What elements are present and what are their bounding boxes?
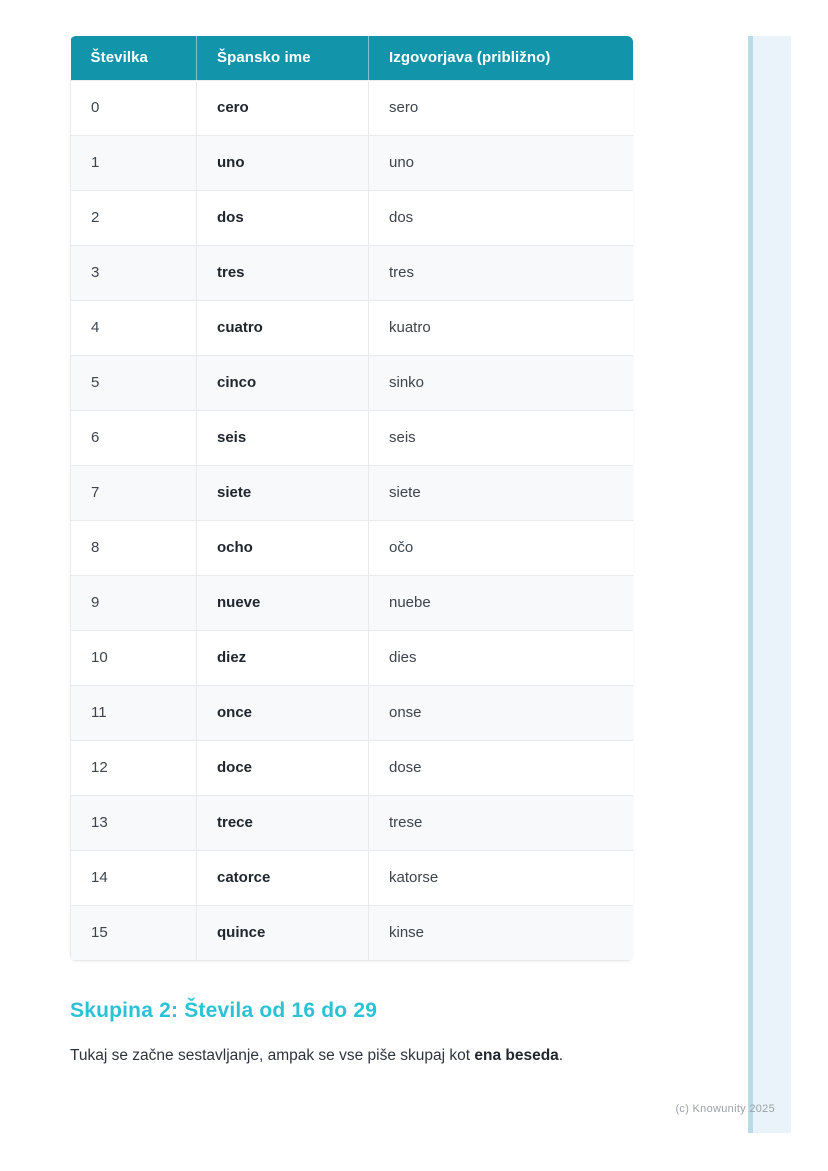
pronunciation-cell: uno [368, 134, 633, 191]
pronunciation-cell: kuatro [368, 299, 633, 356]
spanish-numbers-table: Številka Špansko ime Izgovorjava (pribli… [70, 36, 633, 961]
number-cell: 8 [70, 519, 197, 576]
pronunciation-cell: katorse [368, 849, 633, 906]
spanish-name-cell: uno [196, 134, 369, 191]
spanish-name-cell: trece [196, 794, 369, 851]
number-cell: 11 [70, 684, 197, 741]
section-heading: Skupina 2: Števila od 16 do 29 [70, 998, 378, 1022]
paragraph-text: Tukaj se začne sestavljanje, ampak se vs… [70, 1046, 475, 1064]
table-row: 2 dos dos [70, 189, 633, 246]
table-row: 1 uno uno [70, 134, 633, 191]
spanish-name-cell: once [196, 684, 369, 741]
document-page: Številka Špansko ime Izgovorjava (pribli… [70, 36, 633, 1066]
table-row: 4 cuatro kuatro [70, 299, 633, 356]
number-cell: 9 [70, 574, 197, 631]
number-cell: 6 [70, 409, 197, 466]
table-row: 0 cero sero [70, 79, 633, 136]
copyright-notice: (c) Knowunity 2025 [675, 1103, 775, 1115]
spanish-name-cell: ocho [196, 519, 369, 576]
column-header-number: Številka [70, 36, 197, 80]
number-cell: 2 [70, 189, 197, 246]
number-cell: 12 [70, 739, 197, 796]
number-cell: 14 [70, 849, 197, 906]
spanish-name-cell: catorce [196, 849, 369, 906]
table-row: 5 cinco sinko [70, 354, 633, 411]
number-cell: 4 [70, 299, 197, 356]
pronunciation-cell: kinse [368, 904, 633, 961]
pronunciation-cell: tres [368, 244, 633, 301]
pronunciation-cell: očo [368, 519, 633, 576]
section-paragraph: Tukaj se začne sestavljanje, ampak se vs… [70, 1045, 633, 1067]
table-row: 13 trece trese [70, 794, 633, 851]
pronunciation-cell: siete [368, 464, 633, 521]
spanish-name-cell: cero [196, 79, 369, 136]
pronunciation-cell: seis [368, 409, 633, 466]
table-row: 6 seis seis [70, 409, 633, 466]
page-edge-stripe [748, 36, 791, 1133]
pronunciation-cell: dos [368, 189, 633, 246]
spanish-name-cell: diez [196, 629, 369, 686]
spanish-name-cell: quince [196, 904, 369, 961]
spanish-name-cell: dos [196, 189, 369, 246]
spanish-name-cell: cinco [196, 354, 369, 411]
table-row: 10 diez dies [70, 629, 633, 686]
number-cell: 3 [70, 244, 197, 301]
pronunciation-cell: dies [368, 629, 633, 686]
number-cell: 5 [70, 354, 197, 411]
table-row: 9 nueve nuebe [70, 574, 633, 631]
table-row: 12 doce dose [70, 739, 633, 796]
table-row: 7 siete siete [70, 464, 633, 521]
spanish-name-cell: tres [196, 244, 369, 301]
stripe-edge-line [748, 36, 753, 1133]
pronunciation-cell: sinko [368, 354, 633, 411]
table-header-row: Številka Špansko ime Izgovorjava (pribli… [70, 36, 633, 80]
column-header-pronunciation: Izgovorjava (približno) [368, 36, 633, 80]
pronunciation-cell: nuebe [368, 574, 633, 631]
table-row: 15 quince kinse [70, 904, 633, 961]
number-cell: 13 [70, 794, 197, 851]
pronunciation-cell: trese [368, 794, 633, 851]
table-row: 8 ocho očo [70, 519, 633, 576]
column-header-spanish-name: Špansko ime [196, 36, 369, 80]
spanish-name-cell: doce [196, 739, 369, 796]
spanish-name-cell: seis [196, 409, 369, 466]
pronunciation-cell: sero [368, 79, 633, 136]
number-cell: 1 [70, 134, 197, 191]
numbers-table-wrapper: Številka Špansko ime Izgovorjava (pribli… [70, 36, 633, 961]
table-row: 3 tres tres [70, 244, 633, 301]
spanish-name-cell: nueve [196, 574, 369, 631]
number-cell: 7 [70, 464, 197, 521]
number-cell: 10 [70, 629, 197, 686]
spanish-name-cell: siete [196, 464, 369, 521]
number-cell: 0 [70, 79, 197, 136]
table-row: 14 catorce katorse [70, 849, 633, 906]
paragraph-period: . [558, 1046, 564, 1064]
pronunciation-cell: onse [368, 684, 633, 741]
pronunciation-cell: dose [368, 739, 633, 796]
table-row: 11 once onse [70, 684, 633, 741]
number-cell: 15 [70, 904, 197, 961]
paragraph-bold-text: ena beseda [474, 1046, 559, 1064]
spanish-name-cell: cuatro [196, 299, 369, 356]
